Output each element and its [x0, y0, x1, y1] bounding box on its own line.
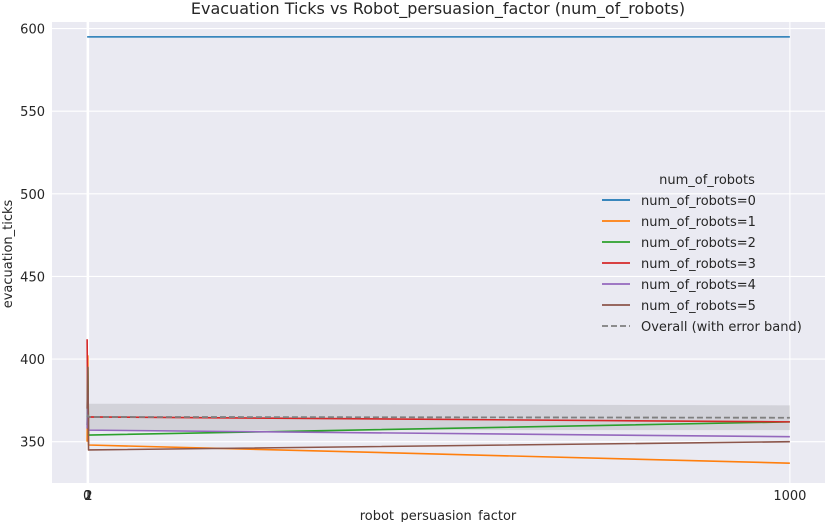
error-band-layer — [87, 402, 790, 431]
legend-entry: Overall (with error band) — [641, 320, 802, 335]
legend-entry: num_of_robots=1 — [641, 215, 756, 230]
legend-entry: num_of_robots=0 — [641, 194, 756, 209]
y-tick-label: 600 — [20, 23, 45, 38]
legend-entry: num_of_robots=5 — [641, 299, 756, 314]
x-tick-label: 1000 — [773, 489, 806, 504]
legend-entry: num_of_robots=3 — [641, 257, 756, 272]
y-tick-label: 400 — [20, 353, 45, 368]
legend: num_of_robots num_of_robots=0 num_of_robot… — [602, 173, 802, 335]
error-band — [87, 402, 790, 431]
y-tick-label: 350 — [20, 436, 45, 451]
series-layer — [86, 36, 790, 464]
x-tick-label: 2 — [84, 489, 92, 504]
x-tick-label: 1 — [84, 489, 92, 504]
plot-area — [52, 22, 825, 483]
y-tick-label: 550 — [20, 105, 45, 120]
x-tick-label: 0 — [83, 489, 91, 504]
series-line — [86, 366, 790, 451]
grid — [52, 22, 825, 483]
y-axis-label: evacuation_ticks — [1, 199, 16, 308]
chart-title: Evacuation Ticks vs Robot_persuasion_fac… — [191, 0, 685, 19]
legend-entry: num_of_robots=4 — [641, 278, 756, 293]
legend-entry: num_of_robots=2 — [641, 236, 756, 251]
tick-labels: 350 400 450 500 550 600 012 1000 — [20, 23, 806, 504]
series-line — [86, 414, 790, 419]
legend-title: num_of_robots — [659, 173, 755, 188]
x-axis-label: robot_persuasion_factor — [360, 509, 517, 522]
y-tick-label: 450 — [20, 270, 45, 285]
y-tick-label: 500 — [20, 188, 45, 203]
